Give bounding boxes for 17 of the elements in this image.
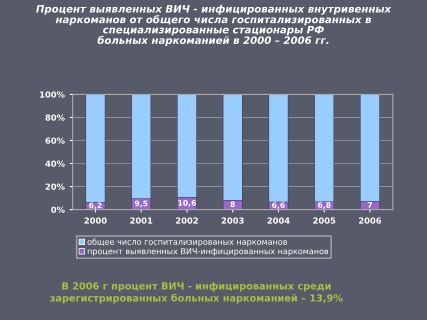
- x-tick-label: 2001: [130, 217, 152, 224]
- x-tick-label: 2005: [313, 217, 336, 224]
- legend-label: процент выявленных ВИЧ-инфицированных наркоманов: [88, 248, 328, 256]
- x-tick-label: 2003: [222, 217, 244, 224]
- y-tick-label: 100%: [40, 91, 65, 98]
- y-tick-label: 20%: [46, 184, 65, 190]
- chart-title: Процент выявленных ВИЧ - инфицированных внутривенных наркоманов от общего числа госпитализированных в специализированные стационары РФ больных наркоманией в 2000 – 2006 гг.: [36, 4, 392, 46]
- x-tick-label: 2000: [84, 217, 107, 224]
- y-tick-label: 40%: [45, 160, 65, 167]
- x-tick-label: 2004: [268, 217, 290, 224]
- legend-label: общее число госпитализированых наркоманов: [88, 238, 288, 246]
- x-tick-label: 2006: [359, 217, 382, 224]
- y-tick-label: 80%: [46, 114, 65, 121]
- y-tick-label: 60%: [46, 137, 65, 144]
- text: В 2006 г процент ВИЧ - инфицированных среди зарегистрированных больных наркоманией – 13,9%: [50, 282, 343, 304]
- y-tick-label: 0%: [51, 206, 65, 213]
- x-tick-label: 2002: [176, 217, 198, 224]
